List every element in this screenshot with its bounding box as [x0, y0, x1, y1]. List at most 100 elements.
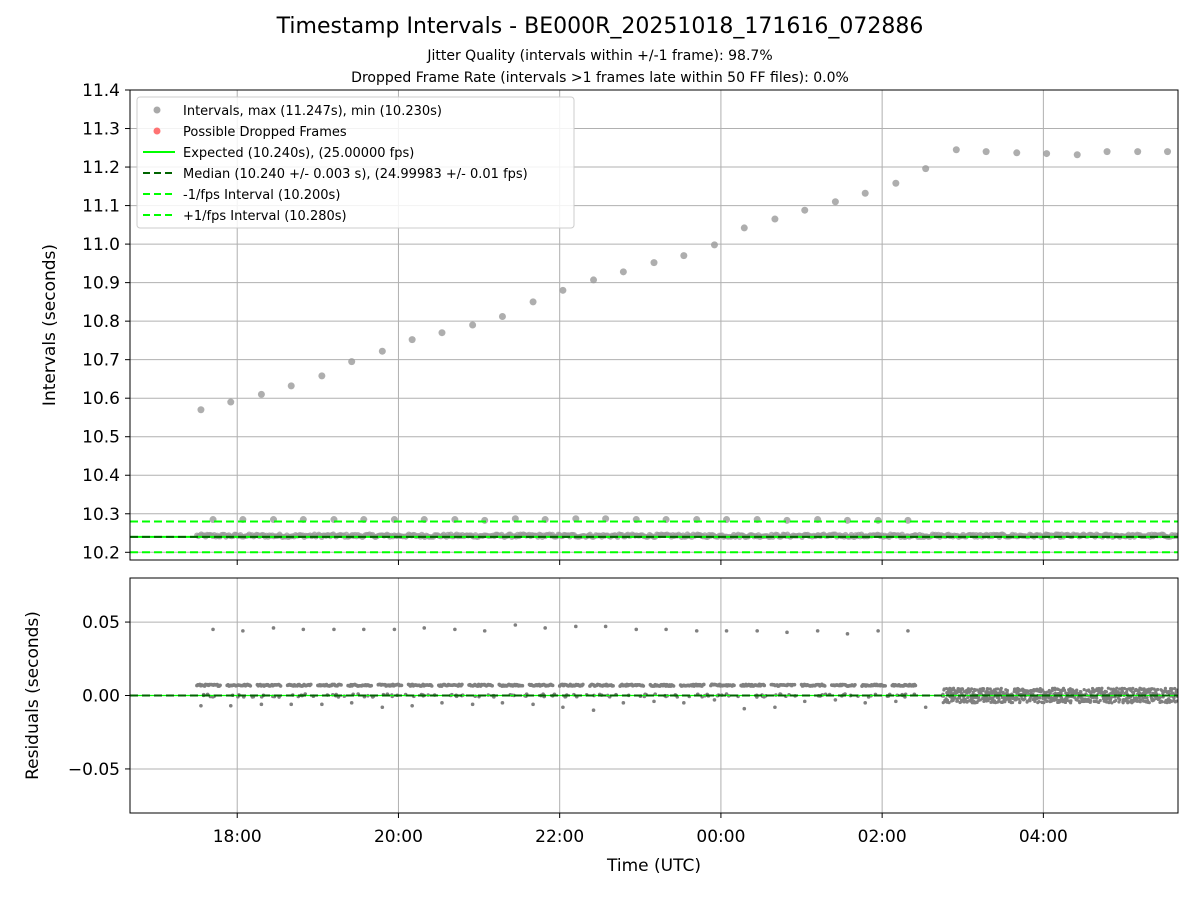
residual-point-late — [785, 630, 789, 635]
residual-point-noise — [1050, 689, 1054, 693]
residual-point-late — [241, 629, 245, 633]
residual-point-noise — [975, 688, 979, 692]
residual-point-zero — [342, 694, 347, 698]
interval-point-drift — [740, 224, 748, 232]
residual-point-late — [543, 626, 547, 630]
interval-point-drift — [257, 390, 265, 398]
residual-point-noise — [995, 691, 999, 695]
residuals-xtick-label: 20:00 — [374, 827, 423, 847]
residual-point-noise — [1114, 698, 1118, 703]
jitter-quality-subtitle: Jitter Quality (intervals within +/-1 fr… — [427, 48, 773, 64]
interval-point-drift — [1103, 148, 1111, 156]
residual-point-cluster — [792, 682, 797, 687]
residual-point-early — [621, 701, 626, 705]
residual-point-noise — [1175, 699, 1178, 703]
residual-point-early — [923, 705, 928, 710]
residual-point-cluster — [490, 683, 495, 688]
residual-point-cluster — [309, 682, 313, 687]
legend-label: -1/fps Interval (10.200s) — [183, 188, 340, 203]
residual-point-cluster — [460, 682, 464, 687]
intervals-ytick-label: 10.2 — [82, 543, 120, 563]
residual-point-late — [876, 629, 880, 633]
residual-point-noise — [1079, 690, 1083, 694]
residual-point-early — [561, 705, 565, 710]
residual-point-noise — [1163, 686, 1168, 690]
residual-point-early — [349, 701, 354, 705]
residual-point-cluster — [913, 683, 918, 688]
residual-point-noise — [1005, 688, 1010, 693]
residual-point-late — [724, 629, 729, 633]
residual-point-cluster — [339, 683, 343, 687]
residual-point-noise — [1147, 701, 1151, 705]
residual-point-early — [440, 701, 444, 705]
intervals-ytick-label: 10.3 — [82, 505, 120, 525]
residuals-ytick-label: 0.00 — [82, 687, 120, 707]
residual-point-noise — [1075, 688, 1079, 692]
interval-point-drift — [408, 336, 416, 344]
legend: Intervals, max (11.247s), min (10.230s) P… — [136, 96, 575, 229]
intervals-ytick-label: 10.4 — [82, 466, 120, 486]
residual-point-noise — [1115, 686, 1119, 690]
residual-point-late — [332, 627, 336, 632]
residual-point-late — [815, 629, 820, 633]
legend-label: +1/fps Interval (10.280s) — [183, 209, 347, 224]
residual-point-late — [392, 627, 397, 632]
residual-point-noise — [1023, 697, 1027, 701]
residual-point-noise — [1160, 700, 1164, 704]
residual-point-noise — [999, 686, 1003, 690]
intervals-ytick-label: 10.7 — [82, 351, 120, 371]
residual-point-cluster — [883, 684, 888, 688]
interval-point-drift — [650, 259, 658, 267]
residual-point-late — [755, 629, 759, 633]
residual-point-late — [634, 627, 639, 632]
residual-point-late — [361, 627, 366, 632]
dropped-frame-subtitle: Dropped Frame Rate (intervals >1 frames … — [351, 70, 849, 86]
legend-box — [136, 96, 575, 229]
residual-point-noise — [1171, 691, 1175, 696]
residual-point-noise — [1154, 692, 1158, 696]
residual-point-cluster — [429, 684, 434, 688]
residual-point-cluster — [399, 683, 404, 688]
residual-point-early — [320, 702, 324, 707]
residual-point-cluster — [732, 683, 736, 688]
residual-point-noise — [1017, 697, 1021, 701]
legend-label: Expected (10.240s), (25.00000 fps) — [183, 146, 414, 161]
residual-point-late — [271, 626, 276, 630]
interval-point-drift — [771, 215, 779, 223]
residual-point-cluster — [762, 683, 767, 688]
residual-point-late — [694, 629, 699, 633]
interval-point-late — [481, 516, 489, 524]
residual-point-noise — [970, 687, 974, 691]
residual-point-noise — [1121, 701, 1125, 705]
residual-point-early — [531, 702, 535, 707]
residual-point-noise — [1089, 698, 1093, 703]
interval-point-drift — [982, 148, 990, 156]
intervals-ytick-label: 10.6 — [82, 389, 120, 409]
residual-point-late — [453, 627, 457, 632]
residual-point-cluster — [611, 684, 615, 688]
residual-point-early — [410, 703, 414, 708]
residual-point-late — [845, 632, 850, 636]
interval-point-drift — [619, 268, 627, 276]
residual-point-early — [289, 702, 294, 707]
residual-point-noise — [1014, 695, 1019, 699]
residual-point-early — [500, 701, 505, 705]
residual-point-noise — [1122, 686, 1127, 691]
residual-point-noise — [1010, 700, 1015, 705]
legend-label: Intervals, max (11.247s), min (10.230s) — [183, 104, 442, 119]
interval-point-drift — [197, 406, 205, 414]
residual-point-noise — [1018, 699, 1022, 704]
residual-point-late — [574, 624, 578, 629]
residuals-xtick-label: 18:00 — [213, 827, 262, 847]
interval-point-drift — [1164, 148, 1172, 156]
interval-point-drift — [438, 329, 446, 337]
interval-point-drift — [529, 298, 537, 306]
intervals-ytick-label: 11.0 — [82, 235, 120, 255]
intervals-reference-lines — [130, 520, 1178, 554]
residual-point-noise — [1118, 698, 1122, 702]
residual-point-late — [513, 623, 518, 627]
residual-point-noise — [945, 698, 950, 702]
residual-point-early — [380, 705, 385, 710]
residual-point-noise — [955, 699, 960, 703]
intervals-ytick-label: 10.8 — [82, 312, 120, 332]
